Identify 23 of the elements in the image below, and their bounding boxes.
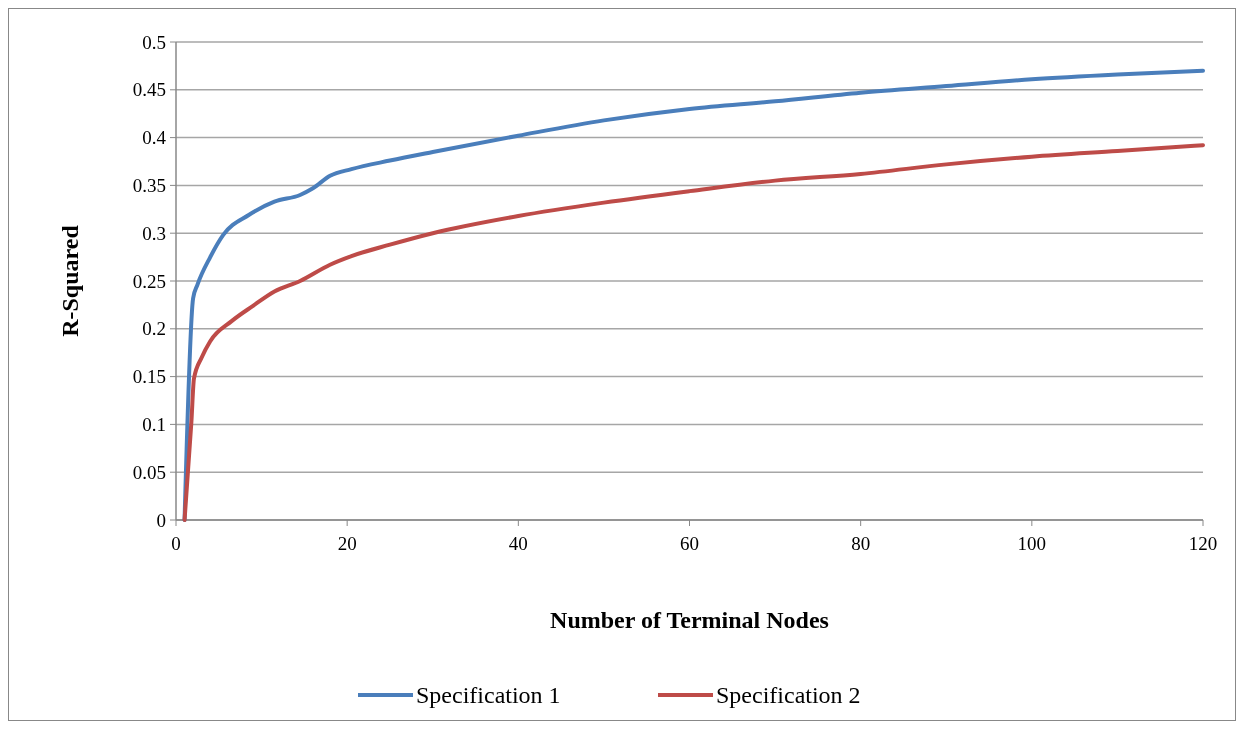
y-tick-label: 0 [156,509,166,531]
x-tick-label: 120 [1188,533,1218,554]
y-tick-label: 0.5 [142,31,166,53]
x-axis-title: Number of Terminal Nodes [550,607,829,633]
y-tick-label: 0.35 [132,175,166,197]
y-tick-label: 0.25 [132,270,166,292]
legend-label: Specification 1 [416,682,561,708]
x-tick-label: 0 [171,533,181,554]
y-tick-label: 0.05 [132,461,166,483]
y-tick-label: 0.3 [142,222,166,244]
x-tick-label: 60 [680,533,699,554]
legend-label: Specification 2 [716,682,861,708]
y-tick-label: 0.45 [132,79,166,101]
y-tick-label: 0.2 [142,318,166,340]
x-tick-label: 20 [337,533,357,554]
y-tick-label: 0.1 [142,414,166,436]
x-tick-label: 80 [851,533,871,554]
y-tick-label: 0.4 [142,127,167,149]
y-axis-title: R-Squared [57,224,83,337]
line-series [182,143,1205,522]
x-tick-label: 100 [1017,533,1047,554]
y-tick-label: 0.15 [132,366,166,388]
x-tick-label: 40 [508,533,528,554]
